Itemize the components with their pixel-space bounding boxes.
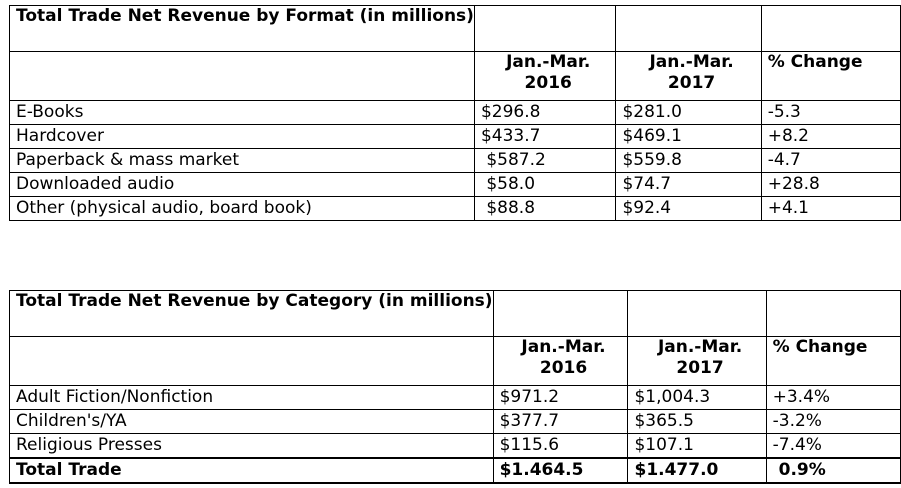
value-2017: $1,004.3 bbox=[627, 385, 767, 410]
table-row: Hardcover $433.7 $469.1 +8.2 bbox=[9, 124, 901, 149]
category-revenue-table: Total Trade Net Revenue by Category (in … bbox=[9, 290, 901, 484]
value-2016: $58.0 bbox=[473, 172, 617, 197]
total-2016: $1.464.5 bbox=[492, 457, 629, 484]
row-label: E-Books bbox=[9, 100, 475, 125]
value-2017: $469.1 bbox=[615, 124, 762, 149]
table-row: Children's/YA $377.7 $365.5 -3.2% bbox=[9, 409, 901, 434]
change-value: -5.3 bbox=[760, 100, 901, 125]
row-label: Downloaded audio bbox=[9, 172, 475, 197]
value-2016: $433.7 bbox=[473, 124, 617, 149]
category-table-title: Total Trade Net Revenue by Category (in … bbox=[9, 290, 494, 337]
col-header-change: % Change bbox=[760, 51, 901, 101]
change-value: -7.4% bbox=[765, 433, 901, 459]
col-header-change: % Change bbox=[765, 336, 901, 386]
table-row: Downloaded audio $58.0 $74.7 +28.8 bbox=[9, 172, 901, 197]
row-label: Paperback & mass market bbox=[9, 148, 475, 173]
value-2016: $296.8 bbox=[473, 100, 617, 125]
col-header-2017: Jan.-Mar. 2017 bbox=[627, 336, 767, 386]
value-2017: $281.0 bbox=[615, 100, 762, 125]
change-value: -4.7 bbox=[760, 148, 901, 173]
change-value: +8.2 bbox=[760, 124, 901, 149]
format-revenue-table: Total Trade Net Revenue by Format (in mi… bbox=[9, 5, 901, 221]
change-value: +4.1 bbox=[760, 196, 901, 221]
col-header-2016: Jan.-Mar. 2016 bbox=[473, 51, 617, 101]
change-value: +3.4% bbox=[765, 385, 901, 410]
row-label: Children's/YA bbox=[9, 409, 494, 434]
col-header-2016: Jan.-Mar. 2016 bbox=[492, 336, 629, 386]
total-label: Total Trade bbox=[9, 457, 494, 484]
table-row: Paperback & mass market $587.2 $559.8 -4… bbox=[9, 148, 901, 173]
value-2016: $587.2 bbox=[473, 148, 617, 173]
table-row: Religious Presses $115.6 $107.1 -7.4% bbox=[9, 433, 901, 459]
total-change: 0.9% bbox=[765, 457, 901, 484]
change-value: +28.8 bbox=[760, 172, 901, 197]
format-table-title: Total Trade Net Revenue by Format (in mi… bbox=[9, 5, 475, 52]
table-row: E-Books $296.8 $281.0 -5.3 bbox=[9, 100, 901, 125]
value-2017: $74.7 bbox=[615, 172, 762, 197]
value-2016: $971.2 bbox=[492, 385, 629, 410]
table-row: Other (physical audio, board book) $88.8… bbox=[9, 196, 901, 221]
table-row: Adult Fiction/Nonfiction $971.2 $1,004.3… bbox=[9, 385, 901, 410]
value-2016: $377.7 bbox=[492, 409, 629, 434]
row-label: Adult Fiction/Nonfiction bbox=[9, 385, 494, 410]
row-label: Hardcover bbox=[9, 124, 475, 149]
total-2017: $1.477.0 bbox=[627, 457, 767, 484]
row-label: Religious Presses bbox=[9, 433, 494, 459]
total-row: Total Trade $1.464.5 $1.477.0 0.9% bbox=[9, 457, 901, 484]
value-2016: $88.8 bbox=[473, 196, 617, 221]
value-2017: $92.4 bbox=[615, 196, 762, 221]
value-2017: $559.8 bbox=[615, 148, 762, 173]
col-header-2017: Jan.-Mar. 2017 bbox=[615, 51, 762, 101]
row-label: Other (physical audio, board book) bbox=[9, 196, 475, 221]
value-2017: $365.5 bbox=[627, 409, 767, 434]
value-2016: $115.6 bbox=[492, 433, 629, 459]
value-2017: $107.1 bbox=[627, 433, 767, 459]
change-value: -3.2% bbox=[765, 409, 901, 434]
